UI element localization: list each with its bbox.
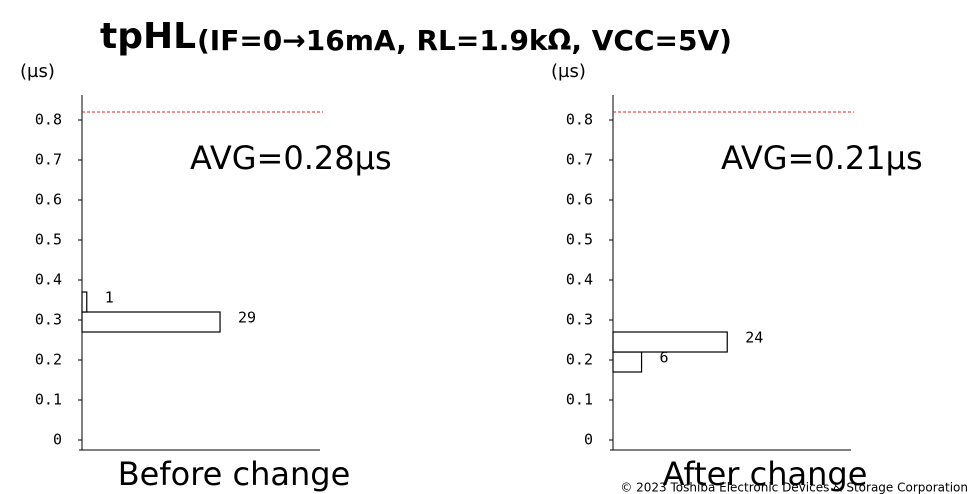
y-tick-label: 0 [584, 431, 593, 449]
y-tick-label: 0.3 [566, 311, 593, 329]
y-tick-label: 0.4 [35, 271, 62, 289]
bar [81, 311, 221, 333]
x-axis-label: Before change [118, 455, 351, 493]
y-tick-label: 0.8 [566, 111, 593, 129]
y-tick-label: 0 [53, 431, 62, 449]
y-tick-label: 0.5 [35, 231, 62, 249]
footer: © 2023 Toshiba Electronic Devices & Stor… [620, 481, 968, 494]
y-tick-label: 0.1 [35, 391, 62, 409]
y-tick-label: 0.3 [35, 311, 62, 329]
bar-label: 1 [105, 289, 114, 307]
y-axis-label: (µs) [551, 61, 586, 82]
title: tpHL [100, 16, 196, 57]
bar-label: 24 [745, 329, 763, 347]
bar-label: 6 [660, 349, 669, 367]
y-tick-label: 0.8 [35, 111, 62, 129]
y-tick-label: 0.7 [566, 151, 593, 169]
subtitle: (IF=0→16mA, RL=1.9kΩ, VCC=5V) [197, 24, 732, 57]
y-tick-label: 0.6 [35, 191, 62, 209]
y-tick-label: 0.6 [566, 191, 593, 209]
annotation: AVG=0.21µs [721, 139, 923, 177]
y-tick-label: 0.2 [566, 351, 593, 369]
bar [81, 291, 88, 313]
x-axis-label: After change [663, 455, 868, 493]
bar [612, 331, 728, 353]
bar [612, 351, 643, 373]
y-tick-label: 0.4 [566, 271, 593, 289]
y-tick-label: 0.5 [566, 231, 593, 249]
y-tick-label: 0.7 [35, 151, 62, 169]
y-tick-label: 0.2 [35, 351, 62, 369]
y-axis-label: (µs) [20, 61, 55, 82]
y-tick-label: 0.1 [566, 391, 593, 409]
annotation: AVG=0.28µs [190, 139, 392, 177]
bar-label: 29 [238, 309, 256, 327]
